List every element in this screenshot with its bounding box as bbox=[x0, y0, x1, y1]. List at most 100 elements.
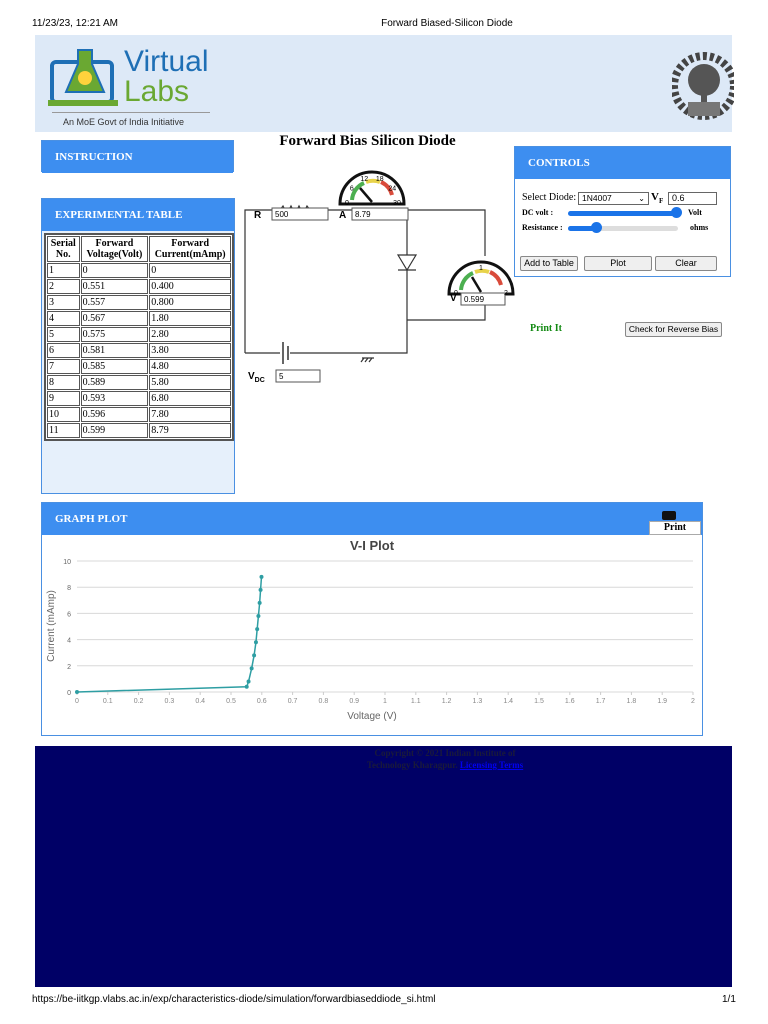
copyright-text: Copyright © 2021 Indian Institute of Tec… bbox=[366, 748, 516, 770]
plot-button[interactable]: Plot bbox=[584, 256, 652, 271]
x-tick-label: 1.5 bbox=[534, 698, 544, 705]
wire bbox=[244, 204, 486, 353]
select-label: Select Diode: bbox=[522, 192, 577, 203]
vf-input[interactable]: 0.6 bbox=[668, 192, 717, 205]
r-value[interactable]: 500 bbox=[275, 210, 289, 219]
table-cell: 2.80 bbox=[149, 327, 231, 342]
table-row: 2 0.551 0.400 bbox=[47, 279, 231, 294]
instruction-panel[interactable]: INSTRUCTION bbox=[41, 140, 234, 173]
table-row: 3 0.557 0.800 bbox=[47, 295, 231, 310]
table-cell: 4.80 bbox=[149, 359, 231, 374]
x-tick-label: 1.8 bbox=[627, 698, 637, 705]
data-point bbox=[75, 690, 79, 694]
vf-sub: F bbox=[658, 197, 664, 206]
reverse-bias-button[interactable]: Check for Reverse Bias bbox=[625, 322, 722, 337]
print-date: 11/23/23, 12:21 AM bbox=[32, 18, 118, 29]
table-cell: 0.596 bbox=[80, 407, 149, 422]
table-cell: 7.80 bbox=[149, 407, 231, 422]
x-tick-label: 0.9 bbox=[349, 698, 359, 705]
data-point bbox=[252, 653, 257, 658]
x-tick-label: 1.2 bbox=[442, 698, 452, 705]
table-cell: 0 bbox=[80, 263, 149, 278]
res-slider[interactable] bbox=[568, 226, 678, 231]
instruction-title[interactable]: INSTRUCTION bbox=[42, 141, 233, 173]
res-unit: ohms bbox=[690, 223, 709, 232]
graph-print-button[interactable]: Print bbox=[649, 521, 701, 535]
table-title: EXPERIMENTAL TABLE bbox=[42, 199, 234, 231]
select-value[interactable]: 1N4007 bbox=[582, 193, 612, 203]
add-to-table-button[interactable]: Add to Table bbox=[520, 256, 578, 271]
x-tick-label: 0.1 bbox=[103, 698, 113, 705]
y-tick-label: 2 bbox=[67, 664, 71, 671]
dc-slider[interactable] bbox=[568, 211, 678, 216]
data-point bbox=[258, 587, 263, 592]
table-cell: 0.551 bbox=[80, 279, 149, 294]
vdc-value[interactable]: 5 bbox=[279, 372, 284, 381]
diode bbox=[396, 254, 418, 272]
graph-panel: GRAPH PLOT bbox=[41, 502, 703, 736]
vdc-input[interactable] bbox=[275, 369, 321, 383]
table-cell: 10 bbox=[47, 407, 80, 422]
logo-icon bbox=[48, 49, 118, 106]
iit-logo bbox=[672, 52, 734, 120]
header-row: Serial No. Forward Voltage(Volt) Forward C… bbox=[47, 236, 231, 262]
dial-zone bbox=[365, 178, 381, 184]
x-tick-label: 1.9 bbox=[657, 698, 667, 705]
vdc-sub: DC bbox=[255, 377, 265, 384]
printer-icon[interactable] bbox=[662, 511, 676, 520]
x-tick-label: 0.7 bbox=[288, 698, 298, 705]
table-row: 11 0.599 8.79 bbox=[47, 423, 231, 438]
data-point bbox=[244, 684, 249, 689]
dial-scale-label: 2 bbox=[504, 290, 508, 297]
table-row: 5 0.575 2.80 bbox=[47, 327, 231, 342]
logo-labs: Labs bbox=[124, 75, 190, 108]
table-cell: 8 bbox=[47, 375, 80, 390]
dial-zone bbox=[474, 268, 490, 274]
data-point bbox=[249, 666, 254, 671]
x-tick-label: 0.6 bbox=[257, 698, 267, 705]
wire bbox=[245, 210, 408, 354]
series-line bbox=[76, 576, 263, 693]
res-slider-knob[interactable] bbox=[591, 222, 602, 233]
table-cell: 2 bbox=[47, 279, 80, 294]
data-point bbox=[257, 600, 262, 605]
dc-label: DC volt : bbox=[522, 208, 554, 217]
dc-unit: Volt bbox=[688, 208, 702, 217]
v-value: 0.599 bbox=[464, 295, 485, 304]
table-cell: 1.80 bbox=[149, 311, 231, 326]
dial-scale-label: 6 bbox=[350, 185, 354, 192]
graph-title: GRAPH PLOT bbox=[42, 503, 702, 535]
a-label: A bbox=[339, 210, 346, 221]
table-cell: 0 bbox=[149, 263, 231, 278]
v-label: V bbox=[450, 293, 457, 304]
y-tick-label: 10 bbox=[63, 559, 71, 566]
table-cell: 4 bbox=[47, 311, 80, 326]
experimental-table: Serial No. Forward Voltage(Volt) Forward C… bbox=[44, 233, 234, 441]
vdc-label: VDC bbox=[248, 371, 265, 384]
r-input[interactable] bbox=[271, 207, 329, 221]
x-tick-label: 0.8 bbox=[319, 698, 329, 705]
table-row: 7 0.585 4.80 bbox=[47, 359, 231, 374]
dc-slider-knob[interactable] bbox=[671, 207, 682, 218]
print-it[interactable]: Print It bbox=[530, 323, 562, 334]
table-cell: 6.80 bbox=[149, 391, 231, 406]
voltmeter-dial bbox=[447, 260, 515, 296]
diode-select[interactable]: 1N4007 ⌄ bbox=[578, 192, 649, 205]
licensing-link[interactable]: Licensing Terms bbox=[459, 760, 524, 770]
res-label: Resistance : bbox=[522, 223, 563, 232]
y-tick-label: 6 bbox=[67, 611, 71, 618]
needle bbox=[359, 187, 373, 203]
clear-button[interactable]: Clear bbox=[655, 256, 717, 271]
x-tick-label: 1.3 bbox=[473, 698, 483, 705]
wire bbox=[407, 305, 486, 321]
x-tick-label: 0.4 bbox=[195, 698, 205, 705]
select-arrow[interactable]: ⌄ bbox=[638, 194, 645, 203]
table-cell: 0.567 bbox=[80, 311, 149, 326]
dial-scale-label: 12 bbox=[360, 176, 368, 183]
table-cell: 1 bbox=[47, 263, 80, 278]
res-slider-fill[interactable] bbox=[568, 226, 596, 231]
table-cell: 0.575 bbox=[80, 327, 149, 342]
logo-rule bbox=[52, 112, 210, 113]
